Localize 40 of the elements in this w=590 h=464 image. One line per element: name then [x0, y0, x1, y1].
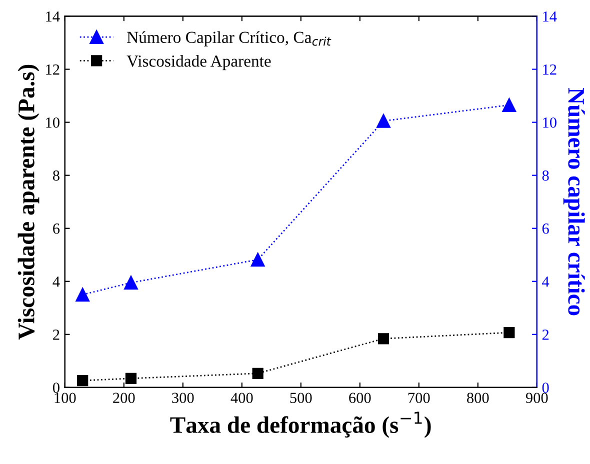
y2-tick-label: 8 — [542, 170, 549, 181]
y-tick-label: 0 — [52, 382, 60, 393]
y2-tick-label: 0 — [542, 382, 549, 393]
legend-label: Número Capilar Crítico, Ca$_{crit}$ — [127, 31, 332, 46]
y2-tick-label: 14 — [543, 11, 557, 22]
y-tick-label: 14 — [46, 11, 60, 22]
x-tick-label: 500 — [290, 392, 312, 404]
point — [124, 276, 138, 290]
y2-tick-label: 10 — [543, 117, 556, 128]
y-tick-label: 8 — [52, 170, 60, 181]
y2-tick-label: 12 — [543, 64, 556, 75]
point — [378, 333, 390, 344]
y-tick-label: 6 — [53, 224, 60, 234]
y-tick-label: 2 — [53, 330, 60, 340]
x-axis-title: Taxa de deformação (s$^{−1}$) — [170, 412, 431, 438]
point — [376, 114, 390, 128]
y-tick-label: 4 — [52, 276, 60, 287]
x-tick-label: 100 — [54, 392, 76, 404]
y2-axis-title: Número capilar crítico — [563, 88, 585, 316]
point — [504, 327, 515, 338]
y-axis-title: Viscosidade aparente (Pa.s) — [18, 64, 40, 340]
y-tick-label: 12 — [46, 64, 60, 75]
point — [77, 374, 88, 386]
point — [125, 372, 137, 384]
y-tick-label: 10 — [46, 117, 60, 128]
y2-tick-label: 2 — [542, 330, 549, 340]
point — [502, 98, 516, 112]
legend-label: Viscosidade Aparente — [126, 55, 271, 70]
y2-tick-label: 4 — [542, 276, 550, 287]
y2-tick-label: 6 — [542, 224, 549, 234]
x-tick-label: 300 — [172, 392, 194, 404]
point — [76, 288, 90, 302]
x-tick-label: 400 — [230, 392, 253, 404]
x-tick-label: 800 — [467, 392, 489, 404]
x-tick-label: 900 — [526, 392, 548, 404]
point — [252, 368, 264, 379]
x-tick-label: 200 — [113, 392, 135, 404]
x-tick-label: 600 — [349, 392, 371, 404]
point — [250, 252, 265, 267]
x-tick-label: 700 — [408, 392, 430, 404]
